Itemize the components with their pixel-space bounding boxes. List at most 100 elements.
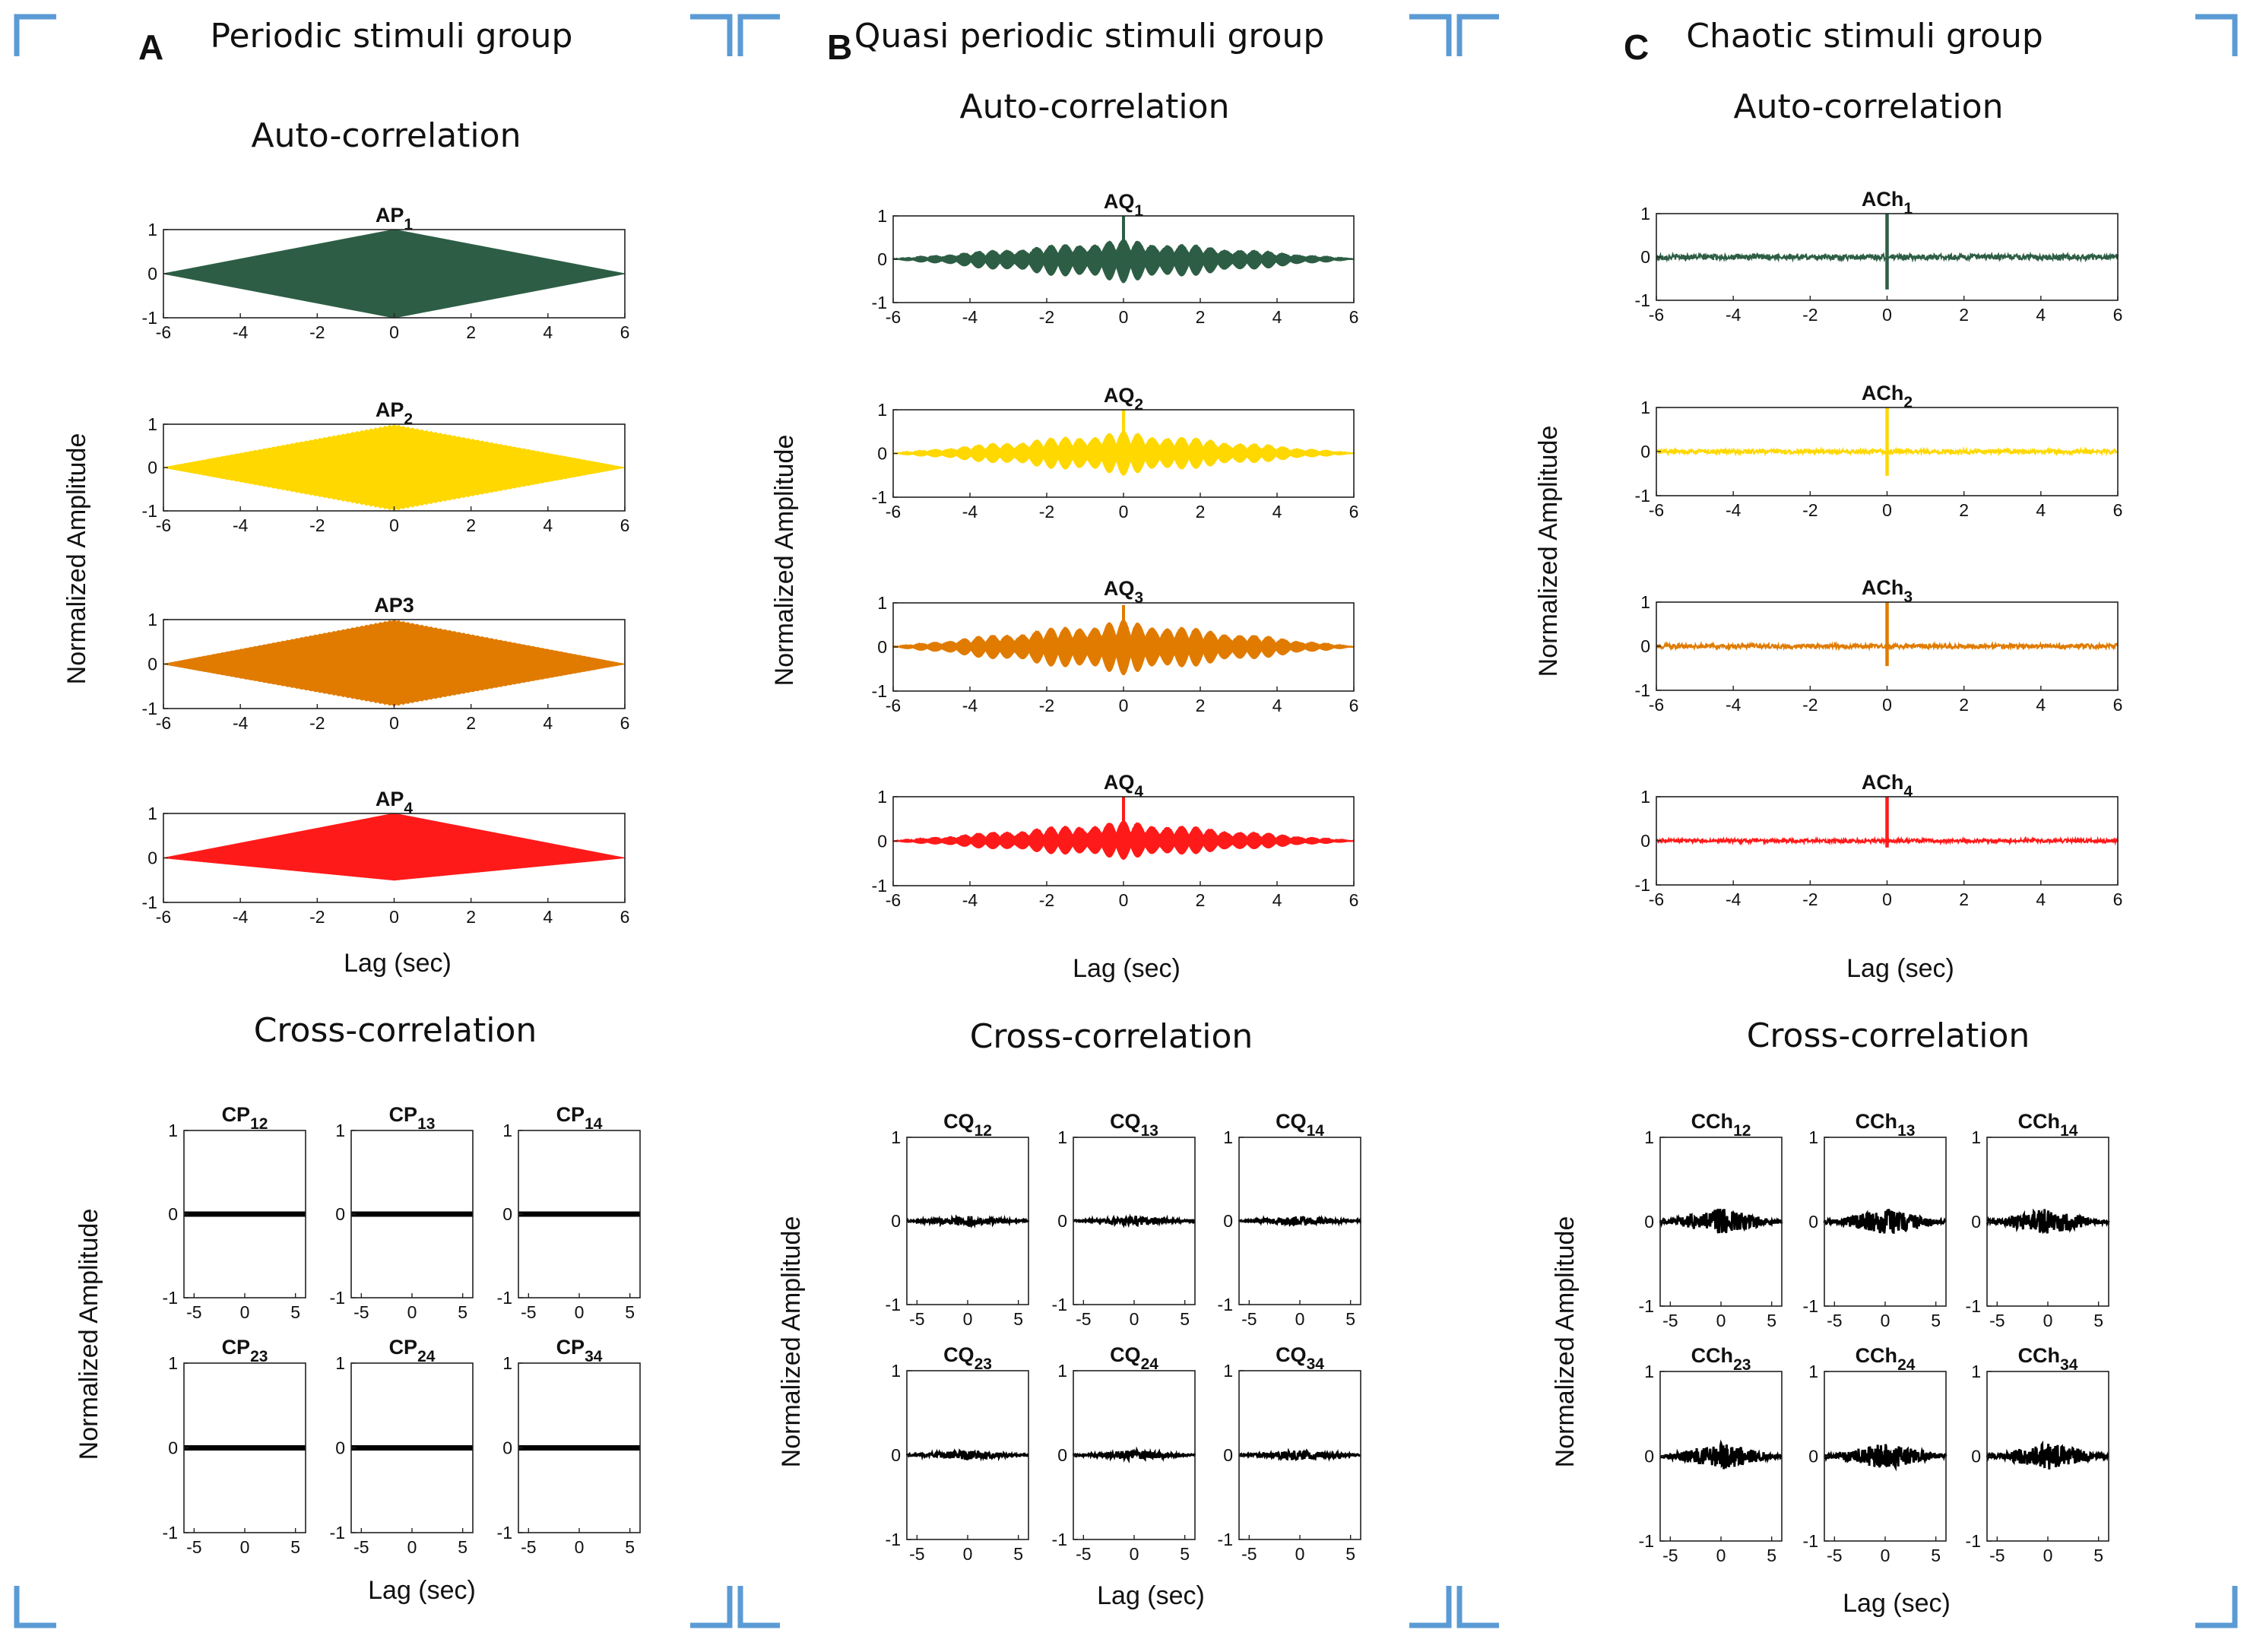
subplot-title-name: CCh: [1856, 1110, 1898, 1133]
cross-subplot-24: CCh24 1 0 -1 -5 0 5: [1803, 1344, 1948, 1565]
subplot-title-subscript: 24: [1897, 1356, 1916, 1374]
subplot-title-subscript: 14: [1307, 1122, 1325, 1140]
subplot-title-subscript: 2: [1134, 396, 1143, 414]
subplot-title: CCh13: [1856, 1110, 1916, 1140]
x-tick-label: 6: [1349, 696, 1359, 715]
subplot-title: CP12: [222, 1103, 268, 1133]
y-tick-label: -1: [142, 501, 157, 521]
corner-mark: [2195, 1586, 2238, 1628]
cross-subplot-24: CP24 1 0 -1 -5 0 5: [330, 1336, 474, 1557]
y-tick-label: 1: [1971, 1362, 1981, 1381]
x-tick-label: 0: [389, 322, 399, 342]
x-tick-label: -4: [962, 696, 978, 715]
y-tick-label: 1: [1808, 1362, 1818, 1381]
x-tick-label: -4: [1726, 889, 1742, 909]
y-tick-label: 0: [877, 832, 887, 851]
y-tick-label: -1: [497, 1288, 512, 1308]
x-tick-label: 5: [458, 1537, 467, 1557]
subplot-title-name: AQ: [1104, 577, 1135, 600]
y-tick-label: 1: [1640, 592, 1650, 612]
subplot-title-subscript: 2: [404, 411, 413, 428]
subplot-title-subscript: 4: [1903, 783, 1913, 801]
x-tick-label: -6: [886, 696, 901, 715]
y-tick-label: 0: [168, 1438, 178, 1458]
cross-correlation-line: [1986, 1440, 2109, 1470]
cross-x-axis-label: Lag (sec): [1097, 1581, 1205, 1610]
x-tick-label: -5: [1662, 1546, 1678, 1565]
corner-mark: [690, 1586, 733, 1628]
y-tick-label: 0: [891, 1445, 901, 1465]
subplot-title-name: AQ: [1104, 190, 1135, 213]
group-title: Periodic stimuli group: [211, 17, 573, 55]
y-tick-label: 1: [877, 206, 887, 226]
y-tick-label: -1: [1966, 1531, 1981, 1551]
subplot-title: AP2: [376, 398, 413, 428]
y-tick-label: 0: [1971, 1212, 1981, 1232]
x-tick-label: 4: [1272, 502, 1282, 522]
subplot-title-name: CCh: [1856, 1344, 1898, 1367]
y-tick-label: -1: [142, 699, 157, 718]
x-tick-label: 5: [1345, 1544, 1355, 1564]
y-tick-label: -1: [886, 1295, 901, 1314]
y-tick-label: 0: [1640, 247, 1650, 267]
x-tick-label: 5: [1345, 1309, 1355, 1329]
subplot-title: CQ34: [1276, 1343, 1324, 1373]
auto-correlation-title: Auto-correlation: [1734, 87, 2004, 126]
group-title: Chaotic stimuli group: [1686, 17, 2043, 55]
cross-subplot-14: CP14 1 0 -1 -5 0 5: [497, 1103, 641, 1322]
x-tick-label: -5: [1241, 1544, 1257, 1564]
x-tick-label: 6: [2113, 695, 2123, 715]
x-tick-label: 0: [407, 1302, 417, 1322]
cross-correlation-title: Cross-correlation: [970, 1017, 1253, 1056]
y-tick-label: 1: [335, 1121, 345, 1140]
cross-correlation-title: Cross-correlation: [254, 1011, 537, 1050]
subplot-title-name: CQ: [1276, 1110, 1307, 1133]
x-tick-label: 0: [2043, 1546, 2053, 1565]
y-tick-label: -1: [1218, 1530, 1233, 1549]
x-tick-label: -6: [156, 713, 171, 733]
x-tick-label: -5: [1241, 1309, 1257, 1329]
y-tick-label: 0: [502, 1438, 512, 1458]
x-tick-label: -5: [909, 1309, 924, 1329]
x-tick-label: 4: [543, 322, 553, 342]
subplot-title: CCh12: [1691, 1110, 1751, 1140]
x-tick-label: -2: [309, 713, 325, 733]
subplot-title-name: CP: [389, 1103, 418, 1126]
subplot-title-name: ACh: [1862, 771, 1904, 794]
y-tick-label: 0: [877, 637, 887, 657]
y-tick-label: -1: [163, 1523, 178, 1543]
subplot-title: CCh14: [2018, 1110, 2078, 1140]
cross-x-axis-label: Lag (sec): [368, 1576, 476, 1605]
y-tick-label: 1: [147, 220, 157, 239]
x-tick-label: 2: [1959, 695, 1969, 715]
subplot-title-subscript: 3: [1903, 588, 1913, 606]
x-tick-label: -6: [886, 890, 901, 910]
y-tick-label: -1: [1639, 1531, 1654, 1551]
y-tick-label: 0: [1808, 1447, 1818, 1467]
x-tick-label: -6: [156, 515, 171, 535]
x-tick-label: 2: [1959, 305, 1969, 325]
subplot-title-name: CQ: [1110, 1110, 1141, 1133]
x-tick-label: -4: [1726, 500, 1742, 520]
x-tick-label: 4: [1272, 696, 1282, 715]
y-tick-label: -1: [1635, 680, 1650, 700]
cross-subplot-13: CP13 1 0 -1 -5 0 5: [330, 1103, 474, 1322]
y-tick-label: 1: [1971, 1127, 1981, 1147]
auto-subplot-3: ACh3 1 0 -1-6 -4 -2 0 2 4 6: [1635, 576, 2123, 715]
subplot-title-subscript: 24: [417, 1348, 436, 1365]
subplot-title: AQ4: [1104, 771, 1144, 801]
cross-correlation-line: [1238, 1447, 1361, 1462]
x-tick-label: 0: [1882, 695, 1892, 715]
x-tick-label: 0: [2043, 1311, 2053, 1330]
x-tick-label: 5: [625, 1537, 635, 1557]
subplot-title-name: CCh: [1691, 1110, 1734, 1133]
y-tick-label: -1: [1635, 290, 1650, 310]
cross-subplot-13: CQ13 1 0 -1 -5 0 5: [1052, 1110, 1196, 1329]
x-tick-label: 0: [1295, 1309, 1305, 1329]
y-tick-label: 0: [335, 1204, 345, 1224]
x-tick-label: -5: [1827, 1546, 1842, 1565]
y-tick-label: 0: [1223, 1445, 1233, 1465]
x-tick-label: 0: [575, 1302, 585, 1322]
